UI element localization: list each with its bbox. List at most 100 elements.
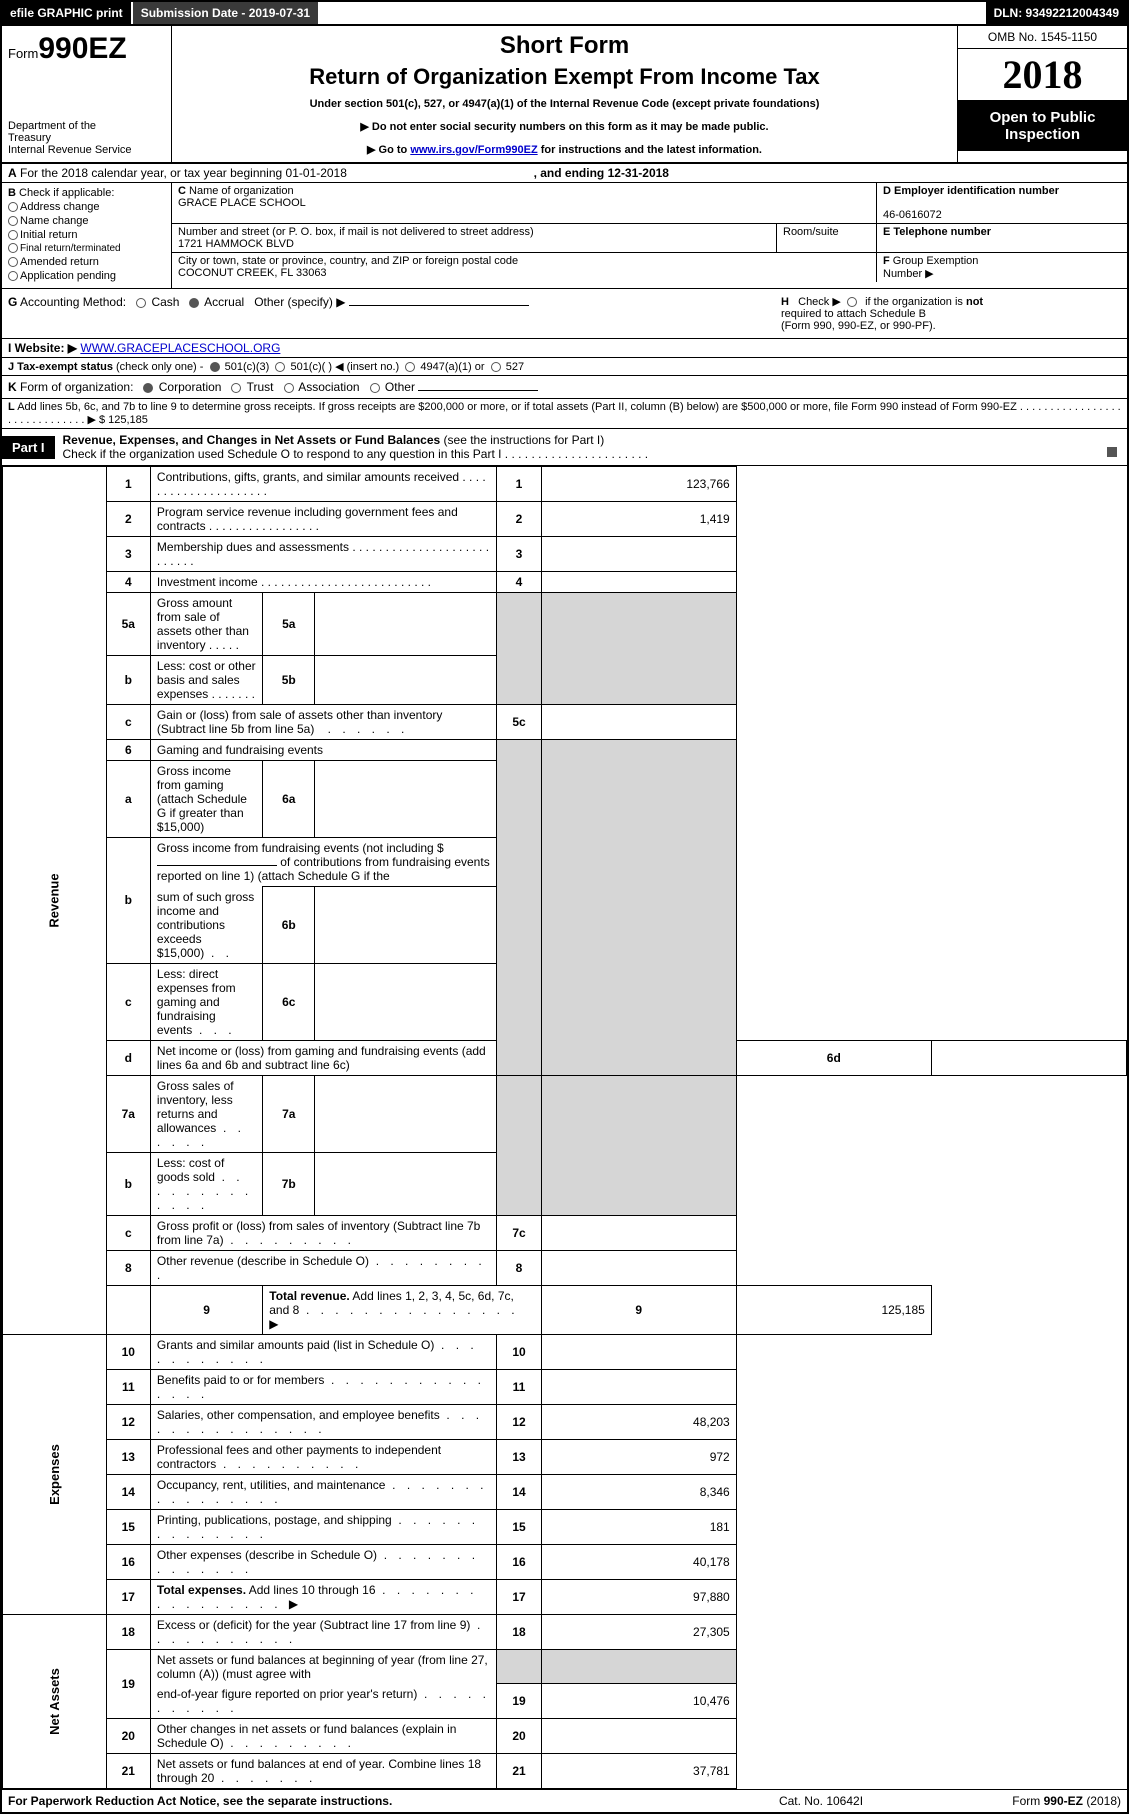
- city-label: City or town, state or province, country…: [178, 255, 518, 267]
- h-t5: (Form 990, 990-EZ, or 990-PF).: [781, 320, 936, 332]
- opt-label: Corporation: [159, 380, 222, 394]
- h-t1: Check ▶: [798, 296, 841, 308]
- radio-527[interactable]: [491, 362, 501, 372]
- spacer: [318, 2, 985, 24]
- line-numcol: 6d: [736, 1040, 931, 1075]
- h-t3: not: [966, 296, 983, 308]
- lt: Excess or (deficit) for the year (Subtra…: [157, 1618, 470, 1632]
- line-num: 10: [106, 1334, 150, 1369]
- line-numcol: 19: [497, 1684, 541, 1719]
- chk-initial-return[interactable]: Initial return: [8, 229, 165, 241]
- line-text: Grants and similar amounts paid (list in…: [150, 1334, 496, 1369]
- line-text: Benefits paid to or for members . . . . …: [150, 1369, 496, 1404]
- radio-accrual[interactable]: [189, 298, 199, 308]
- line-value: 37,781: [541, 1753, 736, 1788]
- line-num: b: [106, 838, 150, 964]
- line-value: [541, 1334, 736, 1369]
- chk-address-change[interactable]: Address change: [8, 201, 165, 213]
- k-text: Form of organization:: [20, 380, 133, 394]
- form-990ez-page: efile GRAPHIC print Submission Date - 20…: [0, 0, 1129, 1814]
- line-numcol: 2: [497, 502, 541, 537]
- sub2b-lead: ▶ Go to: [367, 144, 407, 156]
- other-label: Other (specify) ▶: [254, 295, 345, 309]
- line-text: Gross amount from sale of assets other t…: [150, 593, 262, 656]
- line-value: 181: [541, 1509, 736, 1544]
- radio-4947[interactable]: [405, 362, 415, 372]
- line-numcol: 8: [497, 1250, 541, 1285]
- lt2: end-of-year figure reported on prior yea…: [157, 1687, 417, 1701]
- chk-label: Name change: [20, 215, 89, 227]
- radio-trust[interactable]: [231, 383, 241, 393]
- chk-label: Address change: [20, 201, 100, 213]
- line-text: Investment income . . . . . . . . . . . …: [150, 572, 496, 593]
- line-text: sum of such gross income and contributio…: [150, 887, 262, 964]
- line-num: c: [106, 963, 150, 1040]
- header-center: Short Form Return of Organization Exempt…: [172, 26, 957, 162]
- line-value: 48,203: [541, 1404, 736, 1439]
- lt: Gross income from fundraising events (no…: [157, 841, 444, 855]
- line-num: 14: [106, 1474, 150, 1509]
- website-link[interactable]: WWW.GRACEPLACESCHOOL.ORG: [80, 341, 280, 355]
- line-num: 13: [106, 1439, 150, 1474]
- chk-final-return[interactable]: Final return/terminated: [8, 243, 165, 254]
- line-value: [541, 1718, 736, 1753]
- radio-corporation[interactable]: [143, 383, 153, 393]
- shaded-cell: [497, 740, 541, 1076]
- page-footer: For Paperwork Reduction Act Notice, see …: [2, 1789, 1127, 1812]
- line-numcol: 21: [497, 1753, 541, 1788]
- accounting-method: G Accounting Method: Cash Accrual Other …: [8, 295, 781, 332]
- c-label: C: [178, 185, 186, 197]
- lt2: Add lines 10 through 16: [249, 1583, 376, 1597]
- radio-other[interactable]: [370, 383, 380, 393]
- city-value: COCONUT CREEK, FL 33063: [178, 267, 327, 279]
- line-text: Net assets or fund balances at beginning…: [150, 1649, 496, 1684]
- room-label: Room/suite: [783, 226, 839, 238]
- radio-501c3[interactable]: [210, 362, 220, 372]
- line-value: [931, 1040, 1126, 1075]
- line-text: Gross income from gaming (attach Schedul…: [150, 761, 262, 838]
- telephone-cell: E Telephone number: [877, 224, 1127, 253]
- schedule-o-checkbox[interactable]: [1107, 447, 1117, 457]
- radio-association[interactable]: [284, 383, 294, 393]
- chk-application-pending[interactable]: Application pending: [8, 270, 165, 282]
- org-name-value: GRACE PLACE SCHOOL: [178, 197, 306, 209]
- d-label: D Employer identification number: [883, 185, 1059, 197]
- irs-link[interactable]: www.irs.gov/Form990EZ: [410, 144, 537, 156]
- line-value: 40,178: [541, 1544, 736, 1579]
- line-value: [541, 537, 736, 572]
- subtitle-2b: ▶ Go to www.irs.gov/Form990EZ for instru…: [182, 143, 947, 156]
- opt-label: 4947(a)(1) or: [420, 361, 484, 373]
- chk-name-change[interactable]: Name change: [8, 215, 165, 227]
- radio-501c[interactable]: [275, 362, 285, 372]
- line-num: 9: [150, 1285, 262, 1334]
- lt: Grants and similar amounts paid (list in…: [157, 1338, 434, 1352]
- line-value: [541, 1250, 736, 1285]
- submission-date: Submission Date - 2019-07-31: [133, 2, 318, 24]
- subline-value: [315, 1152, 497, 1215]
- lt3: sum of such gross income and contributio…: [157, 890, 254, 960]
- line-text: Less: cost of goods sold . . . . . . . .…: [150, 1152, 262, 1215]
- part-1-title: Revenue, Expenses, and Changes in Net As…: [55, 429, 1127, 465]
- subline-label: 6a: [263, 761, 315, 838]
- col-b-title: B: [8, 187, 16, 199]
- dots: . .: [211, 946, 233, 960]
- line-num: 12: [106, 1404, 150, 1439]
- dots: . . . . . . . . .: [230, 1736, 355, 1750]
- radio-h[interactable]: [847, 297, 857, 307]
- line-value: 125,185: [736, 1285, 931, 1334]
- chk-amended-return[interactable]: Amended return: [8, 256, 165, 268]
- line-text: Net income or (loss) from gaming and fun…: [150, 1040, 496, 1075]
- k-label: K: [8, 380, 17, 394]
- form-num-bold: 990EZ: [38, 32, 126, 65]
- line-text: Other changes in net assets or fund bala…: [150, 1718, 496, 1753]
- line-num: 16: [106, 1544, 150, 1579]
- efile-print-button[interactable]: efile GRAPHIC print: [2, 2, 133, 24]
- dots: . . . . . . . . . .: [223, 1457, 362, 1471]
- chk-label: Final return/terminated: [20, 243, 121, 254]
- shaded-cell: [541, 593, 736, 705]
- lt: Occupancy, rent, utilities, and maintena…: [157, 1478, 386, 1492]
- radio-cash[interactable]: [136, 298, 146, 308]
- footer-mid: Cat. No. 10642I: [721, 1794, 921, 1808]
- line-num: 1: [106, 467, 150, 502]
- g-label: G: [8, 295, 17, 309]
